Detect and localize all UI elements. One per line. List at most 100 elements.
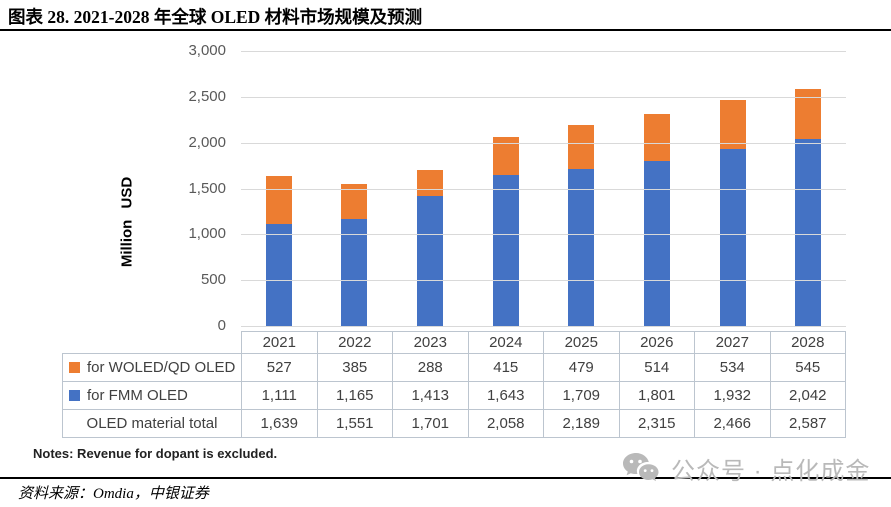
y-tick-label: 0: [217, 317, 226, 334]
data-table-container: 2021 2022 2023 2024 2025 2026 2027 2028 for WOLE…: [62, 331, 846, 438]
bar-column-2027: [695, 51, 771, 326]
bar-segment-for-woled-qd-oled-2023: [417, 170, 444, 196]
plot-area: [241, 51, 846, 327]
gridline: [241, 188, 846, 190]
table-cell-2028: 2,042: [769, 381, 846, 410]
stacked-bar-2022: [341, 184, 368, 326]
gridline: [241, 96, 846, 98]
table-total-cell-2023: 1,701: [392, 409, 469, 438]
bar-column-2023: [392, 51, 468, 326]
bar-segment-for-woled-qd-oled-2027: [719, 100, 746, 149]
bar-segment-for-fmm-oled-2027: [719, 149, 746, 326]
bar-column-2028: [770, 51, 846, 326]
table-cell-2027: 1,932: [694, 381, 771, 410]
table-cell-2024: 415: [467, 353, 544, 382]
table-header-cell-2022: 2022: [316, 331, 393, 354]
table-cell-2022: 1,165: [316, 381, 393, 410]
table-cell-2025: 1,709: [543, 381, 620, 410]
bar-segment-for-fmm-oled-2028: [795, 139, 822, 326]
title-divider: [0, 29, 891, 31]
total-label-cell: OLED material total: [62, 409, 242, 438]
bar-segment-for-fmm-oled-2026: [643, 161, 670, 326]
legend-swatch-orange: [69, 362, 80, 373]
data-table: 2021 2022 2023 2024 2025 2026 2027 2028 for WOLE…: [62, 331, 846, 438]
table-header-row: 2021 2022 2023 2024 2025 2026 2027 2028: [63, 331, 846, 354]
table-row-total: OLED material total 1,639 1,551 1,701 2,058 2…: [62, 409, 846, 438]
page-title: 图表 28. 2021-2028 年全球 OLED 材料市场规模及预测: [8, 7, 423, 27]
table-total-cell-2024: 2,058: [467, 409, 544, 438]
bar-segment-for-fmm-oled-2022: [341, 219, 368, 326]
bar-column-2025: [544, 51, 620, 326]
watermark: 公众号 · 点化成金: [622, 451, 870, 486]
source-text: 资料来源：Omdia，中银证券: [18, 486, 209, 502]
table-cell-2025: 479: [543, 353, 620, 382]
data-table-body: 2021 2022 2023 2024 2025 2026 2027 2028 for WOLE…: [62, 331, 846, 438]
bar-segment-for-fmm-oled-2023: [417, 196, 444, 326]
table-total-cell-2028: 2,587: [769, 409, 846, 438]
gridline: [241, 280, 846, 282]
bar-segment-for-woled-qd-oled-2022: [341, 184, 368, 219]
bar-segment-for-woled-qd-oled-2025: [568, 125, 595, 169]
wechat-icon: [623, 452, 659, 481]
y-tick-label: 500: [200, 271, 226, 289]
gridline: [241, 234, 846, 236]
table-cell-2023: 1,413: [392, 381, 469, 410]
table-header-cell-2021: 2021: [241, 331, 318, 354]
bars-container: [241, 51, 846, 326]
table-header-cell-2025: 2025: [543, 331, 620, 354]
table-cell-2021: 527: [241, 353, 318, 382]
stacked-bar-2025: [568, 125, 595, 326]
gridline: [241, 326, 846, 327]
y-tick-label: 2,000: [188, 133, 226, 151]
y-tick-label: 1,500: [188, 179, 226, 197]
table-cell-2027: 534: [694, 353, 771, 382]
table-header-spacer: [63, 332, 242, 354]
table-row-series-1: for FMM OLED 1,111 1,165 1,413 1,643 1,709 1,8…: [62, 381, 846, 410]
table-header-cell-2024: 2024: [467, 331, 544, 354]
y-tick-label: 3,000: [188, 42, 226, 59]
table-total-cell-2026: 2,315: [618, 409, 695, 438]
bar-segment-for-fmm-oled-2024: [492, 175, 519, 326]
bar-segment-for-woled-qd-oled-2021: [265, 176, 292, 224]
y-tick-label: 1,000: [188, 225, 226, 243]
series-label-cell: for WOLED/QD OLED: [62, 353, 242, 382]
bar-column-2022: [317, 51, 393, 326]
stacked-bar-2021: [265, 176, 292, 326]
table-cell-2028: 545: [769, 353, 846, 382]
table-cell-2021: 1,111: [241, 381, 318, 410]
table-header-cell-2027: 2027: [694, 331, 771, 354]
table-total-cell-2021: 1,639: [241, 409, 318, 438]
notes-text: Notes: Revenue for dopant is excluded.: [33, 446, 278, 461]
table-header-cell-2028: 2028: [769, 331, 846, 354]
stacked-bar-2023: [417, 170, 444, 326]
y-axis-title: Million USD: [118, 176, 136, 268]
gridline: [241, 142, 846, 144]
series-label-cell: for FMM OLED: [62, 381, 242, 410]
y-axis-ticks: 3,000 2,500 2,000 1,500 1,000 500 0: [160, 42, 226, 334]
table-header-cell-2026: 2026: [618, 331, 695, 354]
table-cell-2026: 514: [618, 353, 695, 382]
table-total-cell-2027: 2,466: [694, 409, 771, 438]
bar-segment-for-fmm-oled-2025: [568, 169, 595, 326]
bar-segment-for-woled-qd-oled-2026: [643, 114, 670, 161]
legend-swatch-blue: [69, 390, 80, 401]
gridline: [241, 51, 846, 52]
y-tick-label: 2,500: [188, 87, 226, 105]
table-total-cell-2022: 1,551: [316, 409, 393, 438]
stacked-bar-2028: [795, 89, 822, 326]
stacked-bar-2026: [643, 114, 670, 326]
table-cell-2023: 288: [392, 353, 469, 382]
bar-column-2024: [468, 51, 544, 326]
watermark-text: 公众号 · 点化成金: [671, 458, 871, 485]
table-total-cell-2025: 2,189: [543, 409, 620, 438]
table-row-series-0: for WOLED/QD OLED 527 385 288 415 479 514 534 54…: [62, 353, 846, 382]
table-header-cell-2023: 2023: [392, 331, 469, 354]
bar-column-2021: [241, 51, 317, 326]
footer-divider: [0, 477, 891, 479]
bar-segment-for-fmm-oled-2021: [265, 224, 292, 326]
table-cell-2022: 385: [316, 353, 393, 382]
table-cell-2024: 1,643: [467, 381, 544, 410]
table-cell-2026: 1,801: [618, 381, 695, 410]
stacked-bar-2027: [719, 100, 746, 326]
